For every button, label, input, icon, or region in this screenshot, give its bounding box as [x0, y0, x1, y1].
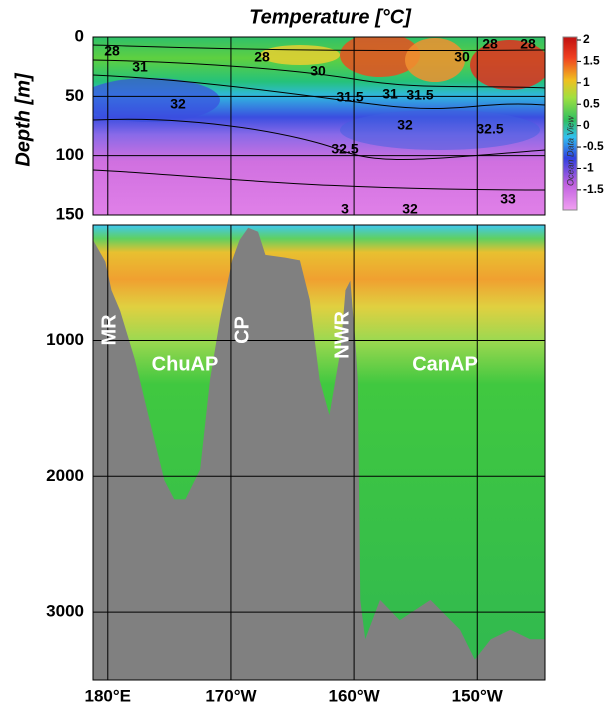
annotation: CP — [231, 316, 253, 344]
annotation: CanAP — [412, 353, 478, 375]
colorbar — [562, 36, 578, 211]
contour-label: 28 — [520, 36, 536, 52]
annotation: MR — [98, 314, 120, 346]
x-tick-label: 160°W — [328, 686, 380, 705]
y-tick-label: 3000 — [46, 602, 84, 621]
contour-label: 28 — [482, 36, 498, 52]
x-tick-label: 150°W — [452, 686, 504, 705]
annotation: NWR — [331, 311, 353, 359]
contour-label: 32 — [170, 96, 186, 112]
contour-label: 28 — [104, 43, 120, 59]
colorbar-tick-label: 2 — [583, 32, 590, 46]
y-tick-label: 100 — [56, 145, 84, 164]
colorbar-tick-label: -1 — [583, 161, 594, 175]
y-tick-label: 1000 — [46, 330, 84, 349]
y-tick-label: 50 — [65, 86, 84, 105]
colorbar-tick-label: -1.5 — [583, 182, 604, 196]
contour-label: 31 — [382, 86, 398, 102]
x-tick-label: 170°W — [205, 686, 257, 705]
contour-label: 30 — [310, 63, 326, 79]
colorbar-label: Ocean Data View — [565, 116, 575, 186]
top-field — [93, 37, 545, 215]
y-tick-label: 150 — [56, 204, 84, 223]
contour-label: 32 — [397, 117, 413, 133]
contour-label: 31.5 — [336, 89, 363, 105]
contour-label: 31 — [132, 59, 148, 75]
y-axis-label: Depth [m] — [12, 72, 34, 167]
contour-label: 31.5 — [406, 87, 433, 103]
x-tick-label: 180°E — [85, 686, 132, 705]
colorbar-tick-label: 1 — [583, 75, 590, 89]
contour-label: 3 — [341, 201, 349, 217]
contour-label: 28 — [254, 49, 270, 65]
contour-label: 32 — [402, 201, 418, 217]
annotation: ChuAP — [152, 353, 219, 375]
contour-label: 32.5 — [476, 121, 503, 137]
contour-label: 30 — [454, 49, 470, 65]
bathymetry — [93, 227, 545, 680]
contour-label: 32.5 — [331, 141, 358, 157]
y-tick-label: 0 — [75, 26, 84, 45]
colorbar-tick-label: 1.5 — [583, 54, 600, 68]
colorbar-tick-label: -0.5 — [583, 139, 604, 153]
chart-title: Temperature [°C] — [249, 6, 412, 28]
colorbar-tick-label: 0.5 — [583, 96, 600, 110]
y-tick-label: 2000 — [46, 466, 84, 485]
colorbar-tick-label: 0 — [583, 118, 590, 132]
contour-label: 33 — [500, 191, 516, 207]
bottom-frame — [92, 224, 546, 681]
